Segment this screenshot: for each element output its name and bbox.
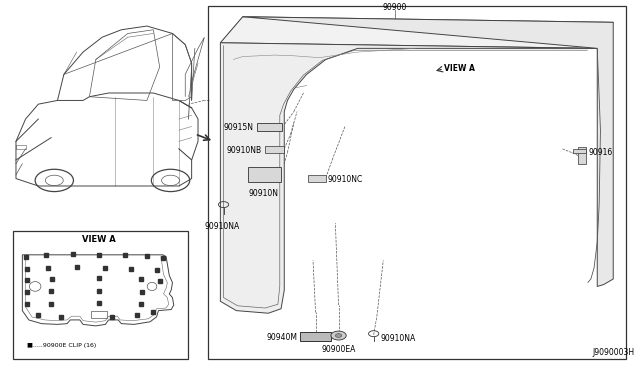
Text: 90910NC: 90910NC <box>327 175 362 184</box>
Text: 90910NA: 90910NA <box>380 334 415 343</box>
Text: 90910NB: 90910NB <box>227 146 262 155</box>
Text: 90910N: 90910N <box>249 189 279 198</box>
Polygon shape <box>243 17 613 286</box>
Bar <box>16 145 26 149</box>
Circle shape <box>335 334 342 337</box>
Text: ■.....90900E CLIP (16): ■.....90900E CLIP (16) <box>27 343 96 348</box>
Text: J9090003H: J9090003H <box>592 348 634 357</box>
Bar <box>13 231 188 359</box>
Bar <box>300 332 331 341</box>
Bar <box>92 311 108 318</box>
Text: 90940M: 90940M <box>266 333 297 341</box>
Bar <box>248 167 281 182</box>
Text: 90915N: 90915N <box>223 124 253 132</box>
Bar <box>207 6 626 359</box>
Circle shape <box>331 331 346 340</box>
Bar <box>308 175 326 182</box>
Bar <box>578 147 586 164</box>
Text: VIEW A: VIEW A <box>444 64 475 73</box>
Text: 90916: 90916 <box>588 148 612 157</box>
Bar <box>573 149 586 153</box>
Polygon shape <box>220 43 597 313</box>
Bar <box>265 146 284 153</box>
Polygon shape <box>220 17 613 48</box>
Bar <box>257 123 282 131</box>
Text: 90900EA: 90900EA <box>321 345 356 354</box>
Text: 90910NA: 90910NA <box>205 222 240 231</box>
Text: VIEW A: VIEW A <box>82 235 116 244</box>
Text: 90900: 90900 <box>383 3 407 12</box>
